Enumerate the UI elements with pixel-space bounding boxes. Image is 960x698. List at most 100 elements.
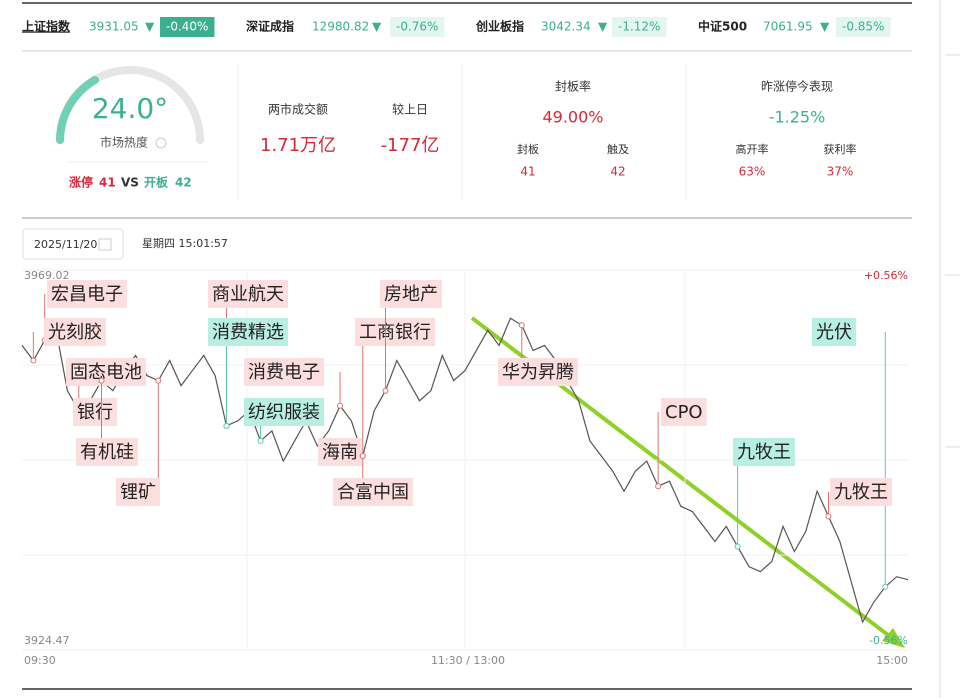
annotation-box xyxy=(47,280,127,308)
annotation-label: 光刻胶 xyxy=(48,322,102,343)
annotation-label: 商业航天 xyxy=(212,284,284,305)
ticker-price: 7061.95 xyxy=(763,20,813,34)
turnover-value: 1.71万亿 xyxy=(260,135,336,156)
annotation-point xyxy=(734,543,741,550)
annotation-box xyxy=(380,280,442,308)
annotation-point xyxy=(257,437,264,444)
annotation-box xyxy=(208,280,288,308)
ticker-change: -0.76% xyxy=(396,20,438,34)
high-open: 63% xyxy=(739,165,766,179)
annotation-label: 光伏 xyxy=(816,322,852,343)
sealed: 41 xyxy=(520,165,535,179)
open: 42 xyxy=(175,176,192,190)
annotation-point xyxy=(882,583,889,590)
annotation-label: 锂矿 xyxy=(120,482,156,503)
ticker-badge xyxy=(836,17,891,37)
limit-up: 41 xyxy=(99,176,116,190)
ticker-arrow: ▼ xyxy=(820,20,830,34)
annotation-label: CPO xyxy=(665,402,703,423)
info-icon[interactable] xyxy=(155,137,167,149)
touched-label: 触及 xyxy=(607,142,629,156)
touched: 42 xyxy=(610,165,625,179)
ticker-arrow: ▼ xyxy=(598,20,608,34)
annotation-box xyxy=(333,478,413,506)
annotation-point xyxy=(382,387,389,394)
x-tick-label: 15:00 xyxy=(876,654,908,667)
annotation-label: 消费电子 xyxy=(248,362,320,383)
yesterday-title: 昨涨停今表现 xyxy=(761,79,833,94)
annotation-box xyxy=(73,398,117,426)
annotation-box xyxy=(733,438,795,466)
annotation-box xyxy=(355,318,435,346)
annotation-label: 固态电池 xyxy=(70,362,142,383)
seal-title: 封板率 xyxy=(555,79,591,94)
ticker-change: -1.12% xyxy=(618,20,660,34)
diff-value: -177亿 xyxy=(381,135,440,156)
price-line xyxy=(21,317,909,624)
annotation-box xyxy=(244,398,324,426)
ticker-arrow: ▼ xyxy=(372,20,382,34)
ticker-change: -0.85% xyxy=(842,20,884,34)
annotation-point xyxy=(518,322,525,329)
y-tick-label: 3969.02 xyxy=(24,269,70,282)
ticker-name: 中证500 xyxy=(698,19,747,34)
profit-label: 获利率 xyxy=(824,142,857,156)
annotation-label: 九牧王 xyxy=(834,482,888,503)
annotation-point xyxy=(359,453,366,460)
open-label: 开板 xyxy=(144,175,169,190)
annotation-box xyxy=(318,438,362,466)
ticker-name: 深证成指 xyxy=(246,19,294,34)
annotation-box xyxy=(208,318,288,346)
sealed-label: 封板 xyxy=(517,142,539,156)
profit: 37% xyxy=(827,165,854,179)
date: 2025/11/20 xyxy=(34,238,97,251)
annotation-point xyxy=(155,377,162,384)
ticker-name: 上证指数 xyxy=(22,19,71,34)
annotation-label: 九牧王 xyxy=(737,442,791,463)
limit-up-label: 涨停 xyxy=(69,175,93,190)
annotation-box xyxy=(116,478,160,506)
annotation-box xyxy=(44,318,106,346)
ticker-badge xyxy=(390,17,445,37)
annotation-box xyxy=(76,438,138,466)
date-picker[interactable] xyxy=(22,228,124,260)
annotation-label: 合富中国 xyxy=(337,482,409,503)
annotation-label: 宏昌电子 xyxy=(51,284,123,305)
annotation-box xyxy=(244,358,324,386)
gauge-fill xyxy=(56,76,99,144)
annotation-box xyxy=(661,398,707,426)
annotation-label: 有机硅 xyxy=(80,442,134,463)
ticker-badge xyxy=(160,17,215,37)
turnover-label: 两市成交额 xyxy=(268,102,328,117)
calendar-icon xyxy=(98,238,112,251)
annotation-point xyxy=(825,513,832,520)
annotation-point xyxy=(655,483,662,490)
yesterday-value: -1.25% xyxy=(769,108,826,127)
annotation-label: 银行 xyxy=(77,402,113,423)
annotation-point xyxy=(223,422,230,429)
annotation-label: 消费精选 xyxy=(212,322,284,343)
ticker-name: 创业板指 xyxy=(475,19,524,34)
annotation-label: 房地产 xyxy=(384,284,438,305)
y2-tick-label: -0.56% xyxy=(869,634,908,647)
annotation-point xyxy=(337,402,344,409)
annotation-box xyxy=(812,318,856,346)
annotation-label: 华为昇腾 xyxy=(502,362,574,383)
y-tick-label: 3924.47 xyxy=(24,634,70,647)
diff-label: 较上日 xyxy=(392,102,428,117)
ticker-badge xyxy=(612,17,667,37)
time: 星期四 15:01:57 xyxy=(142,237,228,250)
x-tick-label: 11:30 / 13:00 xyxy=(431,654,505,667)
ticker-change: -0.40% xyxy=(166,20,208,34)
vs: VS xyxy=(121,176,139,190)
trend-arrow-head xyxy=(882,628,905,648)
high-open-label: 高开率 xyxy=(736,142,769,156)
ticker-price: 12980.82 xyxy=(312,20,369,34)
heat-value: 24.0° xyxy=(92,92,168,125)
ticker-price: 3042.34 xyxy=(541,20,591,34)
ticker-price: 3931.05 xyxy=(89,20,139,34)
annotation-box xyxy=(830,478,892,506)
annotation-box xyxy=(498,358,578,386)
seal-value: 49.00% xyxy=(542,108,603,127)
